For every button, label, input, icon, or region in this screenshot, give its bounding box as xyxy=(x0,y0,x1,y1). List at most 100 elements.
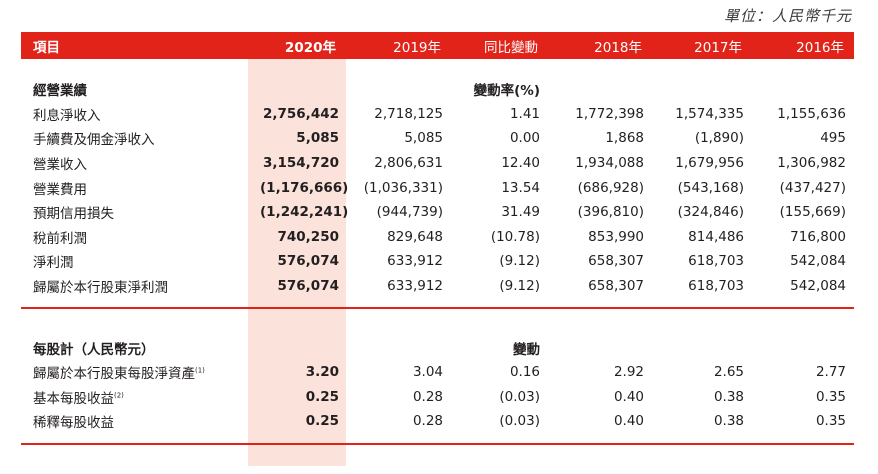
header-2019: 2019年 xyxy=(393,39,441,56)
table-cell: 0.40 xyxy=(613,413,644,430)
table-cell: 576,074 xyxy=(277,278,340,295)
footnote-marker: (1) xyxy=(195,366,205,375)
header-2018: 2018年 xyxy=(594,39,642,56)
table-cell: (9.12) xyxy=(499,278,540,295)
header-row: 項目 2020年 2019年 同比變動 2018年 2017年 2016年 xyxy=(21,32,854,59)
header-item: 項目 xyxy=(33,39,60,56)
table-cell: 13.54 xyxy=(501,179,540,196)
header-2020: 2020年 xyxy=(284,39,336,56)
header-change: 同比變動 xyxy=(484,39,538,56)
table-cell: 2.92 xyxy=(613,364,644,381)
table-cell: 542,084 xyxy=(790,278,846,295)
section-row-operating: 經營業績 變動率(%) xyxy=(21,77,854,102)
table-row: 預期信用損失 (1,242,241) (944,739) 31.49 (396,810)… xyxy=(21,200,854,225)
spacer-row xyxy=(21,308,854,335)
table-cell: 1,934,088 xyxy=(575,155,644,172)
current-year-highlight xyxy=(248,32,346,466)
table-cell: (9.12) xyxy=(499,253,540,270)
table-cell: 1,306,982 xyxy=(777,155,846,172)
table-cell: (324,846) xyxy=(677,204,744,221)
table-cell: 3.20 xyxy=(305,364,339,381)
table-cell: (10.78) xyxy=(490,228,540,245)
row-label: 基本每股收益(2) xyxy=(33,390,124,407)
financial-summary-table: 項目 2020年 2019年 同比變動 2018年 2017年 2016年 經營… xyxy=(21,32,854,445)
table-cell: 1,772,398 xyxy=(575,105,644,122)
table-row: 歸屬於本行股東淨利潤 576,074 633,912 (9.12) 658,307 618… xyxy=(21,274,854,299)
section-title: 經營業績 xyxy=(33,83,87,100)
table-row: 基本每股收益(2) 0.25 0.28 (0.03) 0.40 0.38 0.35 xyxy=(21,385,854,410)
row-label: 利息淨收入 xyxy=(33,107,101,124)
table-cell: 1,868 xyxy=(605,130,644,147)
table-cell: 1,679,956 xyxy=(675,155,744,172)
table-cell: (1,036,331) xyxy=(363,179,443,196)
table-cell: 2,806,631 xyxy=(374,155,443,172)
table-cell: 658,307 xyxy=(588,253,644,270)
table-cell: 0.16 xyxy=(509,364,540,381)
row-label: 預期信用損失 xyxy=(33,206,114,223)
table-row: 營業費用 (1,176,666) (1,036,331) 13.54 (686,928)… xyxy=(21,175,854,200)
table-cell: 2.65 xyxy=(713,364,744,381)
header-2016: 2016年 xyxy=(796,39,844,56)
table-cell: 0.35 xyxy=(815,388,846,405)
row-label: 歸屬於本行股東淨利潤 xyxy=(33,280,168,297)
table-cell: 0.25 xyxy=(305,413,339,430)
table-cell: 618,703 xyxy=(688,278,744,295)
table-cell: 814,486 xyxy=(688,228,744,245)
table-cell: 829,648 xyxy=(387,228,443,245)
table-cell: 658,307 xyxy=(588,278,644,295)
table-cell: 12.40 xyxy=(501,155,540,172)
section-change-label: 變動 xyxy=(513,341,540,358)
table-cell: 5,085 xyxy=(404,130,443,147)
table-cell: 3.04 xyxy=(412,364,443,381)
footnote-marker: (2) xyxy=(114,391,124,400)
table-cell: 633,912 xyxy=(387,278,443,295)
table-cell: (437,427) xyxy=(779,179,846,196)
table-cell: 0.25 xyxy=(305,388,339,405)
row-label: 歸屬於本行股東每股淨資產(1) xyxy=(33,366,205,383)
section-divider xyxy=(21,433,854,445)
table-cell: 740,250 xyxy=(277,228,340,245)
section-change-label: 變動率(%) xyxy=(473,83,540,100)
row-label: 手續費及佣金淨收入 xyxy=(33,132,155,149)
row-label: 淨利潤 xyxy=(33,255,74,272)
table-cell: 853,990 xyxy=(588,228,644,245)
table-row: 歸屬於本行股東每股淨資產(1) 3.20 3.04 0.16 2.92 2.65 2.77 xyxy=(21,360,854,385)
header-2017: 2017年 xyxy=(694,39,742,56)
table-cell: 542,084 xyxy=(790,253,846,270)
table-cell: (1,176,666) xyxy=(260,179,349,196)
table-cell: (1,890) xyxy=(694,130,744,147)
table-cell: 618,703 xyxy=(688,253,744,270)
table-cell: 0.38 xyxy=(713,413,744,430)
section-divider xyxy=(21,298,854,310)
row-label: 營業收入 xyxy=(33,157,87,174)
header-bar xyxy=(21,32,854,59)
table-cell: 5,085 xyxy=(296,130,339,147)
table-cell: 495 xyxy=(820,130,846,147)
table-cell: 0.38 xyxy=(713,388,744,405)
table-cell: (396,810) xyxy=(577,204,644,221)
row-label: 稅前利潤 xyxy=(33,230,87,247)
table-cell: 3,154,720 xyxy=(262,155,339,172)
table-row: 利息淨收入 2,756,442 2,718,125 1.41 1,772,398 1,57… xyxy=(21,102,854,127)
row-label: 營業費用 xyxy=(33,181,87,198)
table-row: 手續費及佣金淨收入 5,085 5,085 0.00 1,868 (1,890) 495 xyxy=(21,126,854,151)
table-row: 稅前利潤 740,250 829,648 (10.78) 853,990 814,486 7… xyxy=(21,225,854,250)
table-cell: 31.49 xyxy=(501,204,540,221)
table-cell: 716,800 xyxy=(790,228,846,245)
table-cell: 0.00 xyxy=(509,130,540,147)
table-cell: (543,168) xyxy=(677,179,744,196)
table-cell: 0.28 xyxy=(412,413,443,430)
table-cell: (0.03) xyxy=(499,388,540,405)
table-cell: 1,155,636 xyxy=(777,105,846,122)
table-cell: 0.35 xyxy=(815,413,846,430)
table-cell: (0.03) xyxy=(499,413,540,430)
table-row: 稀釋每股收益 0.25 0.28 (0.03) 0.40 0.38 0.35 xyxy=(21,409,854,434)
unit-label: 單位：人民幣千元 xyxy=(723,7,852,25)
table-cell: 2,756,442 xyxy=(262,105,339,122)
table-row: 淨利潤 576,074 633,912 (9.12) 658,307 618,703 542… xyxy=(21,249,854,274)
table-cell: 1.41 xyxy=(509,105,540,122)
table-cell: 576,074 xyxy=(277,253,340,270)
table-cell: 0.40 xyxy=(613,388,644,405)
table-cell: 633,912 xyxy=(387,253,443,270)
spacer-row xyxy=(21,59,854,77)
